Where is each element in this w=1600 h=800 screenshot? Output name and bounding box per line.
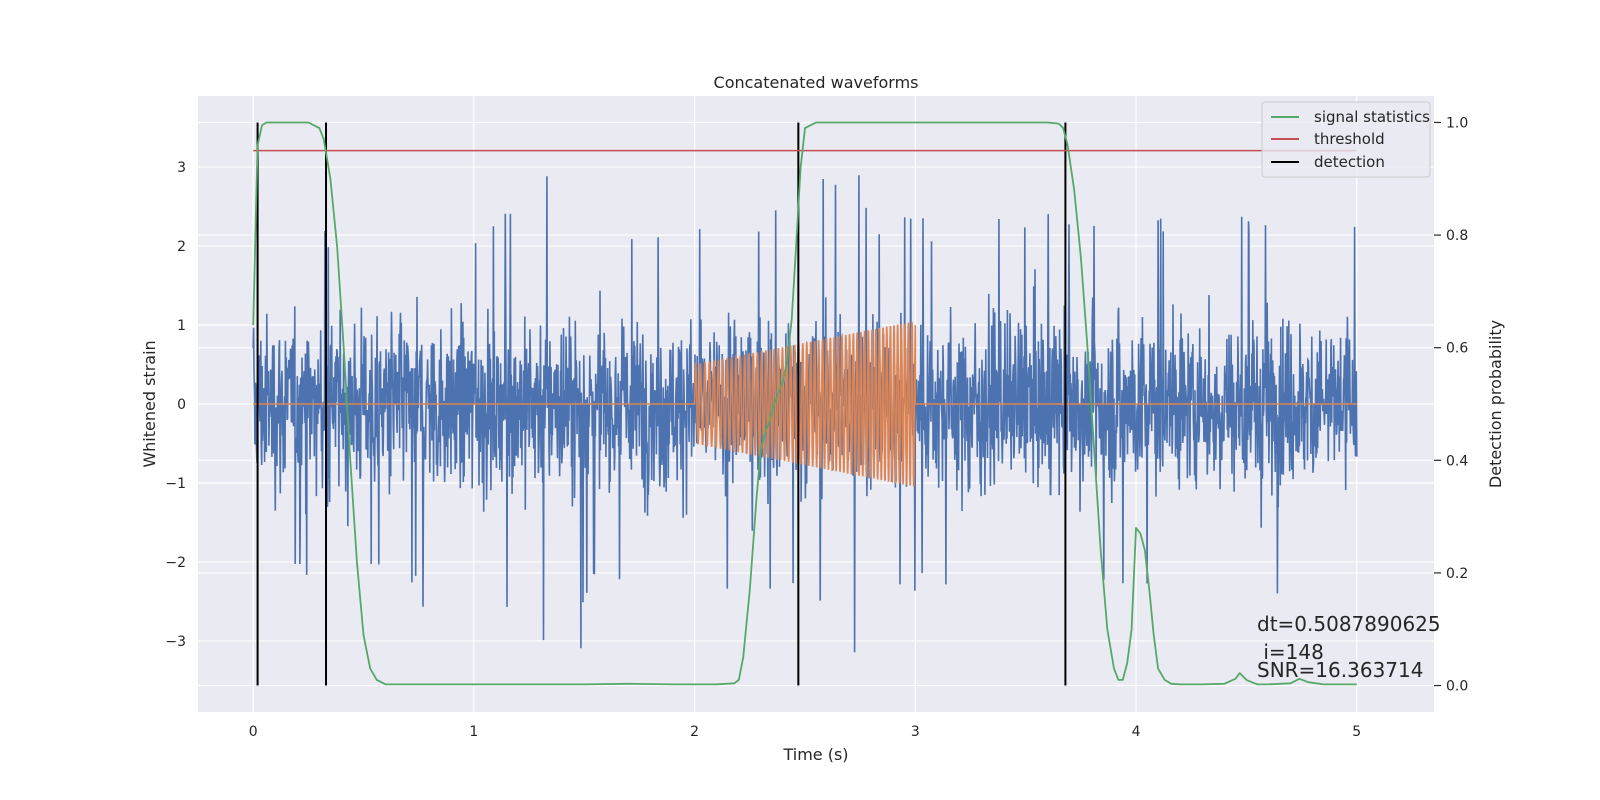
x-axis-ticks: 0 1 2 3 4 5	[249, 724, 1361, 740]
y-tick-label: 1	[177, 318, 186, 334]
annotation-i: i=148	[1257, 640, 1324, 664]
y2-tick-label: 1.0	[1446, 115, 1468, 131]
legend: signal statistics threshold detection	[1261, 101, 1431, 178]
legend-label-signal-statistics: signal statistics	[1314, 108, 1430, 126]
y-tick-label: 0	[177, 397, 186, 413]
series-layer	[252, 121, 1358, 686]
x-tick-label: 0	[249, 724, 258, 740]
signal-statistics-line	[252, 121, 1357, 686]
annotation-dt: dt=0.5087890625	[1257, 612, 1441, 636]
x-tick-label: 4	[1132, 724, 1141, 740]
y-tick-label: −1	[165, 476, 186, 492]
y2-tick-label: 0.6	[1446, 341, 1468, 357]
legend-box	[1261, 101, 1431, 178]
x-tick-label: 5	[1352, 724, 1361, 740]
x-tick-label: 1	[469, 724, 478, 740]
y-axis-label: Whitened strain	[140, 340, 159, 467]
y2-tick-label: 0.0	[1446, 679, 1468, 695]
y-tick-label: −3	[165, 634, 186, 650]
y-tick-label: 3	[177, 160, 186, 176]
x-tick-label: 3	[911, 724, 920, 740]
y-tick-label: −2	[165, 555, 186, 571]
chart-title: Concatenated waveforms	[714, 73, 919, 92]
y2-tick-label: 0.8	[1446, 228, 1468, 244]
y-axis-ticks: −3 −2 −1 0 1 2 3	[165, 160, 186, 650]
x-axis-label: Time (s)	[782, 745, 848, 764]
y2-axis-label: Detection probability	[1486, 320, 1505, 488]
y2-tick-label: 0.4	[1446, 453, 1468, 469]
annotation-snr: SNR=16.363714	[1257, 658, 1423, 682]
legend-label-threshold: threshold	[1314, 130, 1385, 148]
y-tick-label: 2	[177, 239, 186, 255]
y2-axis-ticks: 0.0 0.2 0.4 0.6 0.8 1.0	[1434, 115, 1468, 695]
template-series-line	[253, 322, 1357, 487]
legend-label-detection: detection	[1314, 153, 1385, 171]
y2-tick-label: 0.2	[1446, 566, 1468, 582]
x-tick-label: 2	[690, 724, 699, 740]
